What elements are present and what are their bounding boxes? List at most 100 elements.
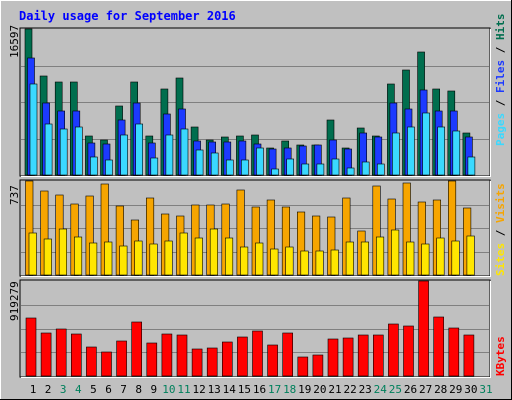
pages-bar-day-11 bbox=[180, 128, 189, 176]
day-label: 2 bbox=[45, 383, 52, 396]
day-label: 27 bbox=[419, 383, 432, 396]
sites-bar-day-17 bbox=[270, 248, 279, 276]
kbytes-legend: KBytes bbox=[494, 336, 507, 376]
sites-bar-day-8 bbox=[134, 240, 143, 276]
day-label: 3 bbox=[60, 383, 67, 396]
pages-bar-day-14 bbox=[226, 159, 234, 176]
visits-max-label: 737 bbox=[8, 185, 21, 205]
day-labels: 1 2 3 4 5 6 7 8 9 10 11 12 13 14 15 16 17 18 19 20 21 22 23 24 2… bbox=[30, 383, 493, 396]
kbytes-panel: 919279 bbox=[8, 279, 491, 378]
sites-bar-day-22 bbox=[345, 241, 354, 276]
pages-bar-day-4 bbox=[75, 126, 83, 176]
sites-bar-day-28 bbox=[436, 237, 445, 276]
day-label: 24 bbox=[374, 383, 388, 396]
day-label: 16 bbox=[253, 383, 266, 396]
kbytes-bar-day-20 bbox=[312, 354, 324, 377]
sites-bar-day-10 bbox=[164, 240, 173, 276]
kbytes-bar-day-18 bbox=[282, 332, 294, 377]
sites-bar-day-5 bbox=[89, 242, 98, 276]
pages-bar-day-5 bbox=[90, 156, 98, 176]
pages-bar-day-24 bbox=[376, 163, 385, 176]
legend-entry: Visits bbox=[494, 183, 507, 223]
kbytes-bar-day-3 bbox=[55, 328, 67, 377]
sites-bar-day-13 bbox=[209, 228, 218, 276]
pages-bar-day-15 bbox=[241, 159, 249, 176]
day-label: 28 bbox=[434, 383, 447, 396]
pages-bar-day-28 bbox=[437, 126, 446, 176]
kbytes-bar-day-15 bbox=[237, 336, 248, 377]
pages-bar-day-10 bbox=[165, 134, 174, 176]
day-label: 31 bbox=[479, 383, 492, 396]
pages-bar-day-8 bbox=[135, 123, 143, 176]
pages-bar-day-26 bbox=[407, 126, 415, 176]
day-label: 6 bbox=[105, 383, 112, 396]
kbytes-bar-day-23 bbox=[357, 334, 369, 377]
kbytes-bar-day-10 bbox=[161, 333, 173, 377]
sites-bar-day-23 bbox=[360, 241, 370, 276]
hits-bars bbox=[24, 28, 476, 176]
kbytes-bar-day-17 bbox=[267, 344, 278, 377]
day-label: 22 bbox=[343, 383, 356, 396]
pages-bar-day-21 bbox=[331, 158, 340, 176]
visits-legend: Sites / Visits bbox=[494, 183, 507, 276]
kbytes-bar-day-16 bbox=[252, 330, 263, 377]
pages-bar-day-25 bbox=[392, 132, 400, 176]
legend-entry: KBytes bbox=[494, 336, 507, 376]
sites-bar-day-19 bbox=[300, 250, 309, 276]
visits-bars bbox=[25, 180, 475, 276]
kbytes-bar-day-21 bbox=[327, 338, 339, 377]
pages-bar-day-19 bbox=[301, 163, 310, 176]
visits-panel: 737 bbox=[8, 179, 491, 277]
kbytes-bar-day-6 bbox=[101, 351, 112, 377]
hits-legend: Pages / Files / Hits bbox=[494, 14, 507, 147]
legend-entry: / bbox=[494, 223, 507, 243]
sites-bar-day-18 bbox=[285, 246, 294, 276]
pages-bar-day-2 bbox=[44, 123, 53, 176]
day-label: 15 bbox=[238, 383, 251, 396]
kbytes-bar-day-13 bbox=[206, 347, 218, 377]
pages-bar-day-30 bbox=[467, 156, 476, 176]
sites-bar-day-29 bbox=[451, 240, 460, 276]
pages-bar-day-6 bbox=[105, 159, 113, 176]
legend-entry: Sites bbox=[494, 243, 507, 276]
pages-bar-day-18 bbox=[286, 158, 295, 176]
kbytes-bar-day-27 bbox=[418, 280, 429, 377]
legend-entry: Pages bbox=[494, 113, 507, 146]
sites-bar-day-12 bbox=[194, 237, 203, 276]
kbytes-bar-day-14 bbox=[222, 341, 233, 377]
kbytes-bar-day-26 bbox=[403, 325, 414, 377]
pages-bar-day-12 bbox=[195, 149, 204, 176]
pages-bar-day-13 bbox=[210, 152, 219, 176]
kbytes-bar-day-30 bbox=[463, 334, 475, 377]
day-label: 30 bbox=[464, 383, 477, 396]
day-label: 13 bbox=[208, 383, 221, 396]
kbytes-bar-day-1 bbox=[25, 317, 37, 377]
legend-entry: / bbox=[494, 40, 507, 60]
kbytes-bar-day-4 bbox=[71, 333, 82, 377]
pages-bar-day-3 bbox=[59, 128, 68, 176]
day-label: 26 bbox=[404, 383, 417, 396]
sites-bar-day-26 bbox=[406, 241, 415, 276]
sites-bar-day-11 bbox=[179, 232, 188, 276]
day-label: 14 bbox=[223, 383, 237, 396]
kbytes-bar-day-2 bbox=[40, 332, 52, 377]
day-label: 25 bbox=[389, 383, 402, 396]
day-label: 19 bbox=[298, 383, 311, 396]
kbytes-bar-day-9 bbox=[146, 342, 158, 377]
pages-bar-day-9 bbox=[150, 157, 159, 176]
day-label: 8 bbox=[135, 383, 142, 396]
kbytes-bar-day-22 bbox=[342, 337, 354, 377]
sites-bar-day-7 bbox=[119, 245, 128, 276]
pages-bar-day-7 bbox=[120, 134, 128, 176]
pages-bar-day-1 bbox=[29, 83, 38, 176]
sites-bar-day-25 bbox=[391, 229, 400, 276]
day-label: 12 bbox=[192, 383, 205, 396]
sites-bar-day-14 bbox=[225, 237, 234, 276]
hits-max-label: 16597 bbox=[8, 25, 21, 58]
pages-bar-day-22 bbox=[346, 167, 355, 176]
sites-bar-day-6 bbox=[104, 241, 113, 276]
sites-bar-day-21 bbox=[330, 249, 339, 276]
kbytes-bar-day-24 bbox=[372, 334, 384, 377]
day-label: 7 bbox=[120, 383, 127, 396]
